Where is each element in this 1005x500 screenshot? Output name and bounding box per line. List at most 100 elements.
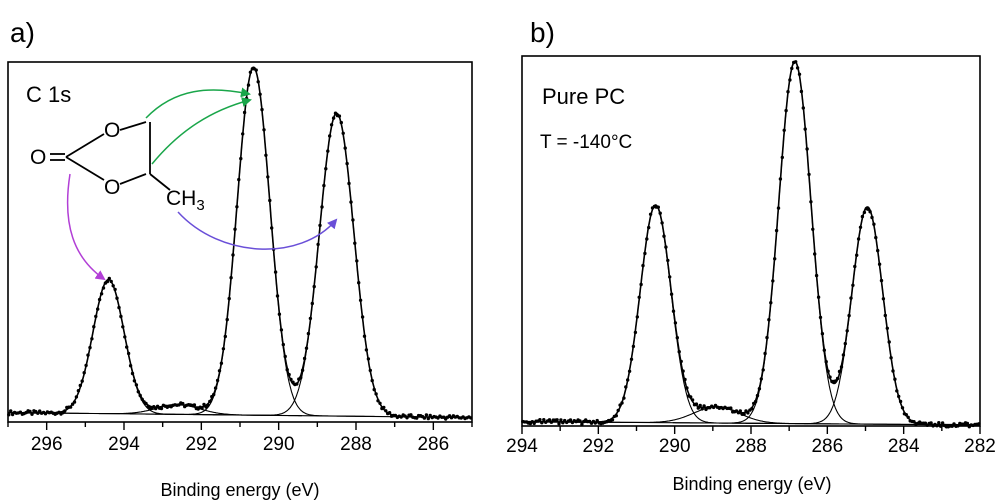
a-data-point [258, 92, 262, 97]
a-data-point [225, 317, 229, 322]
a-data-point [345, 161, 349, 166]
b-data-point [755, 393, 760, 398]
a-component-3 [212, 112, 461, 418]
b-data-point [622, 396, 626, 400]
panel-a-label: a) [10, 17, 35, 48]
b-data-point [885, 326, 889, 330]
b-data-point [696, 406, 700, 410]
b-x-tick-label: 292 [582, 436, 614, 457]
panel-b-frame [521, 55, 981, 427]
b-data-point [774, 228, 779, 233]
a-data-point [123, 335, 127, 339]
a-data-point [80, 379, 84, 383]
b-data-point [656, 205, 660, 209]
b-data-point [965, 421, 970, 426]
b-data-point [889, 356, 893, 360]
b-data-point [729, 406, 733, 410]
b-data-point [578, 419, 582, 423]
b-data-point [647, 225, 651, 230]
panel-a-x-axis-title: Binding energy (eV) [160, 480, 319, 500]
b-data-point [929, 421, 933, 425]
b-data-point [742, 412, 746, 416]
a-data-point [326, 149, 330, 153]
b-data-point [807, 172, 811, 177]
b-data-point [828, 375, 832, 379]
a-data-point [328, 134, 332, 138]
a-data-point [273, 270, 278, 274]
bond-ch-ch3 [149, 173, 171, 191]
a-data-point [329, 123, 334, 127]
a-data-point [97, 297, 102, 302]
a-data-point [109, 279, 113, 284]
a-data-point [213, 386, 218, 390]
b-data-point [824, 360, 828, 364]
b-data-point [685, 386, 689, 390]
a-data-point [241, 132, 245, 136]
a-data-point [223, 334, 227, 339]
b-data-point [648, 212, 653, 216]
a-x-tick-label: 288 [340, 434, 372, 455]
a-data-point [291, 380, 295, 384]
b-data-point [950, 424, 954, 428]
panel-a-annotation: C 1s [26, 82, 71, 107]
b-data-point [790, 66, 794, 71]
a-data-point [302, 356, 307, 361]
a-data-point [90, 337, 94, 341]
a-data-point [144, 401, 148, 406]
b-data-point [887, 340, 891, 344]
b-data-point [837, 369, 842, 374]
b-data-point [658, 211, 662, 215]
b-data-point [671, 309, 676, 313]
panel-b: b) 294 292 290 288 286 284 282 Binding energy … [506, 17, 996, 494]
a-data-point [115, 296, 119, 300]
b-data-point [677, 350, 681, 354]
a-data-point [368, 368, 372, 373]
atom-o-carbonyl: O [30, 146, 46, 169]
a-data-point [233, 227, 237, 231]
b-data-point [841, 353, 846, 357]
b-data-point [956, 424, 960, 428]
b-data-point [595, 418, 599, 423]
panel-a-frame [7, 61, 473, 423]
a-data-point [212, 392, 216, 397]
a-data-point [132, 379, 137, 383]
a-data-point [331, 116, 336, 120]
bond-o1-ch2 [119, 121, 147, 131]
b-data-point [763, 351, 767, 356]
b-data-point [782, 128, 786, 132]
b-data-point [788, 78, 792, 82]
b-data-point [668, 275, 672, 279]
b-data-point [868, 210, 872, 214]
a-data-point [268, 198, 272, 203]
b-x-tick-label: 284 [888, 436, 920, 457]
a-data-point [360, 315, 365, 319]
b-data-point [794, 60, 798, 64]
a-data-point [378, 401, 382, 405]
b-data-point [635, 315, 639, 319]
a-data-point [262, 128, 266, 132]
a-data-point [96, 307, 100, 311]
a-data-point [140, 397, 144, 401]
b-data-point [895, 389, 899, 393]
b-data-point [881, 297, 886, 301]
panel-b-temperature: T = -140°C [540, 132, 632, 153]
b-data-point [883, 313, 887, 318]
b-data-point [643, 251, 647, 256]
a-data-point [221, 347, 226, 351]
b-data-point [893, 377, 897, 381]
b-data-point [666, 258, 670, 263]
a-data-point [229, 276, 233, 280]
a-x-tick-label: 296 [31, 434, 63, 455]
b-data-point [679, 359, 683, 364]
b-data-point [765, 335, 769, 340]
a-data-point [364, 348, 369, 352]
a-data-point [88, 345, 92, 350]
a-data-point [343, 146, 347, 150]
b-data-point [856, 237, 861, 241]
b-data-point [769, 301, 773, 305]
a-data-point [136, 390, 140, 394]
b-data-point [799, 89, 804, 94]
a-data-point [370, 378, 374, 383]
b-data-point [610, 418, 615, 422]
a-data-point [275, 294, 280, 298]
